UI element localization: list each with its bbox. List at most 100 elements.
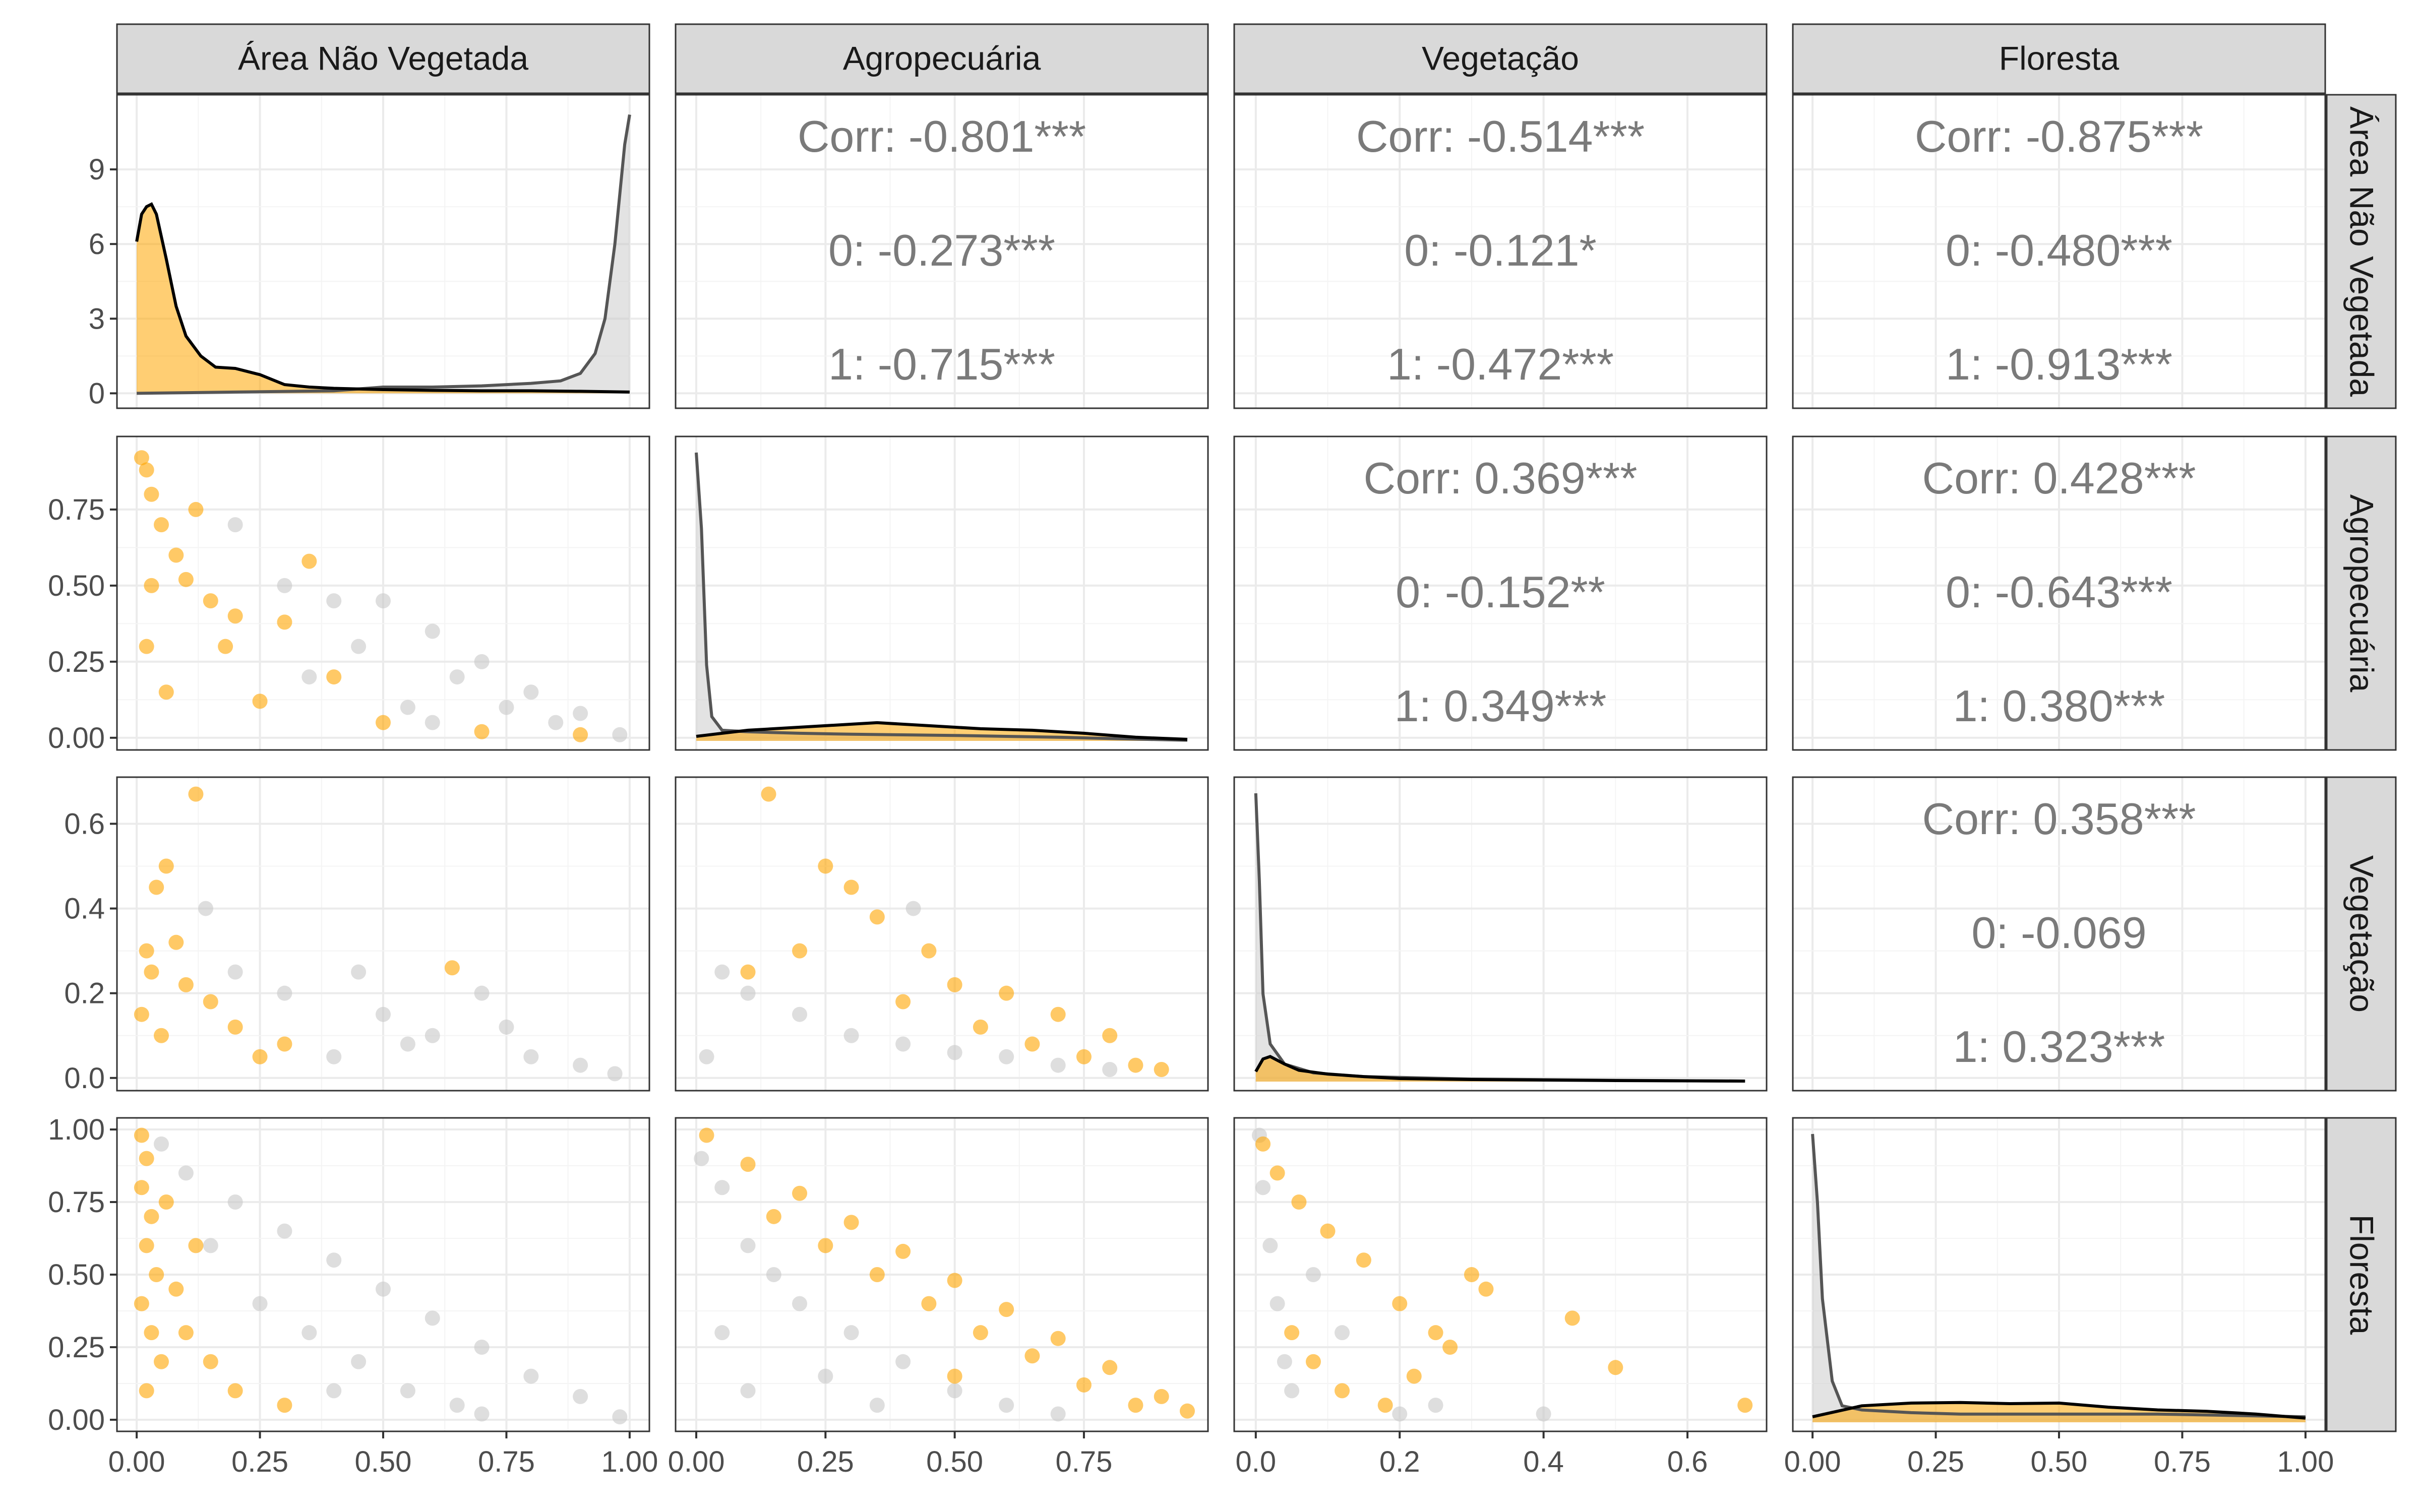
strip-right-0 xyxy=(2326,94,2397,409)
x-tick-label: 0.00 xyxy=(668,1445,725,1478)
strip-right-label: Agropecuária xyxy=(2343,494,2381,692)
scatter-point-group1 xyxy=(1428,1325,1443,1341)
panel-border xyxy=(1233,1117,1768,1432)
scatter-point-group1 xyxy=(1392,1296,1408,1311)
scatter-point-group1 xyxy=(1024,1348,1040,1364)
scatter-point-group0 xyxy=(227,1194,243,1210)
scatter-point-group1 xyxy=(144,1325,159,1341)
scatter-point-group0 xyxy=(843,1325,859,1341)
scatter-point-group1 xyxy=(168,934,184,950)
panel-background xyxy=(676,436,1208,750)
y-tick-label: 0.2 xyxy=(64,977,105,1010)
panel-r0-c0 xyxy=(116,94,650,409)
scatter-point-group0 xyxy=(792,1296,808,1311)
scatter-point-group0 xyxy=(573,706,588,721)
scatter-point-group0 xyxy=(474,985,490,1001)
panel-r0-c3: Corr: -0.875*** 0: -0.480*** 1: -0.913*** xyxy=(1792,94,2326,409)
scatter-point-group0 xyxy=(301,669,317,685)
scatter-point-group0 xyxy=(277,1223,292,1239)
x-tick-label: 0.75 xyxy=(478,1445,535,1478)
scatter-point-group0 xyxy=(326,593,342,609)
density-line-group0 xyxy=(695,452,1188,742)
scatter-point-group0 xyxy=(1269,1296,1285,1311)
scatter-point-group1 xyxy=(168,1281,184,1297)
panel-r0-c1: Corr: -0.801*** 0: -0.273*** 1: -0.715*** xyxy=(675,94,1209,409)
panel-r3-c0 xyxy=(116,1117,650,1432)
axes: 0 3 6 9 0.00 0.25 0.50 0.75 0.0 0.2 0.4 0.6 0.00 0.25… xyxy=(48,153,2334,1478)
scatter-point-group1 xyxy=(252,694,268,709)
scatter-point-group0 xyxy=(154,1136,169,1152)
scatter-point-group0 xyxy=(612,727,628,742)
x-tick-label: 0.25 xyxy=(797,1445,854,1478)
scatter-point-group0 xyxy=(425,1028,440,1043)
strip-right-2 xyxy=(2326,776,2397,1092)
y-tick-label: 0.50 xyxy=(48,570,105,602)
density-line-group1 xyxy=(1254,1055,1745,1083)
scatter-point-group1 xyxy=(947,977,962,992)
scatter-point-group0 xyxy=(227,517,243,533)
corr-label: Corr: -0.875*** xyxy=(1915,111,2203,161)
right-strips: Área Não Vegetada Agropecuária Vegetação Fl… xyxy=(2326,94,2397,1432)
density-line-group0 xyxy=(137,114,631,395)
scatter-point-group1 xyxy=(1406,1368,1422,1384)
scatter-point-group1 xyxy=(277,614,292,630)
scatter-point-group0 xyxy=(895,1036,911,1052)
panel-r2-c2 xyxy=(1233,776,1768,1092)
scatter-point-group1 xyxy=(843,1215,859,1230)
x-tick-label: 0.25 xyxy=(231,1445,288,1478)
scatter-point-group1 xyxy=(326,669,342,685)
scatter-point-group0 xyxy=(351,964,367,980)
scatter-point-group1 xyxy=(895,994,911,1010)
scatter-point-group1 xyxy=(1076,1377,1092,1393)
scatter-point-group1 xyxy=(999,1302,1014,1317)
scatter-point-group0 xyxy=(573,1057,588,1073)
strip-right-label: Floresta xyxy=(2343,1215,2381,1335)
scatter-point-group0 xyxy=(947,1383,962,1399)
scatter-point-group0 xyxy=(1284,1383,1300,1399)
scatter-point-group1 xyxy=(895,1243,911,1259)
scatter-point-group0 xyxy=(474,654,490,669)
scatter-point-group0 xyxy=(523,684,539,700)
x-tick-label: 0.6 xyxy=(1667,1445,1708,1478)
scatter-point-group0 xyxy=(1305,1267,1321,1282)
x-tick-label: 1.00 xyxy=(2277,1445,2334,1478)
panel-border xyxy=(675,94,1209,409)
scatter-point-group1 xyxy=(1050,1331,1066,1346)
panel-content: Corr: -0.875*** 0: -0.480*** 1: -0.913*** xyxy=(1915,111,2203,389)
scatter-point-group0 xyxy=(178,1165,194,1181)
scatter-point-group0 xyxy=(203,1238,218,1253)
scatter-point-group1 xyxy=(139,1238,154,1253)
corr-label: 1: -0.472*** xyxy=(1387,339,1614,389)
strip-right-label: Área Não Vegetada xyxy=(2343,106,2381,397)
panel-background xyxy=(676,777,1208,1091)
strip-right-1 xyxy=(2326,435,2397,751)
scatter-point-group0 xyxy=(1536,1406,1551,1422)
scatter-point-group0 xyxy=(792,1006,808,1022)
scatter-point-group0 xyxy=(843,1028,859,1043)
scatter-point-group1 xyxy=(869,1267,885,1282)
y-tick-label: 6 xyxy=(89,228,105,261)
scatter-point-group1 xyxy=(188,1238,204,1253)
scatter-point-group0 xyxy=(1277,1354,1292,1369)
scatter-point-group0 xyxy=(740,1383,756,1399)
panel-border xyxy=(1233,435,1768,751)
scatter-point-group0 xyxy=(425,1310,440,1326)
scatter-point-group1 xyxy=(144,578,159,593)
scatter-point-group1 xyxy=(1154,1061,1169,1077)
scatter-point-group1 xyxy=(999,985,1014,1001)
scatter-point-group1 xyxy=(1320,1223,1336,1239)
scatter-point-group1 xyxy=(1564,1310,1580,1326)
scatter-point-group1 xyxy=(154,1354,169,1369)
y-tick-label: 0.25 xyxy=(48,1331,105,1364)
scatter-point-group1 xyxy=(1478,1281,1494,1297)
panel-border xyxy=(1233,776,1768,1092)
strip-top-2 xyxy=(1233,23,1768,94)
scatter-point-group0 xyxy=(198,901,213,916)
y-tick-label: 0.75 xyxy=(48,493,105,526)
scatter-point-group1 xyxy=(188,786,204,802)
panel-content xyxy=(1254,793,1745,1083)
panel-border xyxy=(675,776,1209,1092)
scatter-point-group1 xyxy=(178,977,194,992)
scatter-point-group1 xyxy=(766,1209,781,1224)
scatter-point-group0 xyxy=(400,1036,415,1052)
